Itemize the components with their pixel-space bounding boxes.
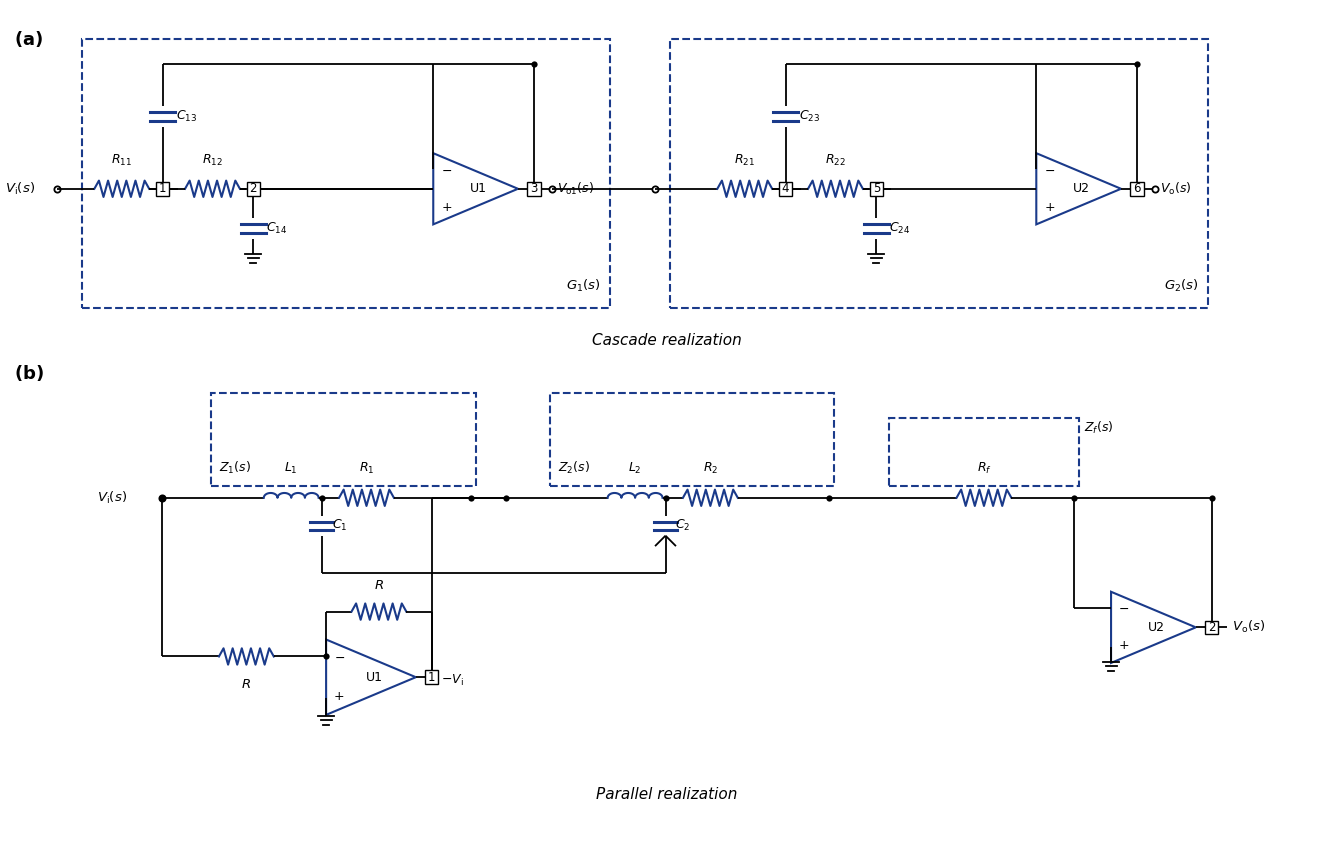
Text: $V_{\rm o}(s)$: $V_{\rm o}(s)$ <box>1232 619 1265 636</box>
Text: 2: 2 <box>1208 621 1216 634</box>
Text: $-$: $-$ <box>441 164 452 177</box>
Text: U2: U2 <box>1148 621 1165 634</box>
Text: $-$: $-$ <box>333 651 345 664</box>
Text: $V_{\rm i}(s)$: $V_{\rm i}(s)$ <box>5 181 35 196</box>
Text: $-$: $-$ <box>1118 602 1129 615</box>
Text: $R_{12}$: $R_{12}$ <box>203 153 223 168</box>
Text: $V_{\rm o1}(s)$: $V_{\rm o1}(s)$ <box>557 181 595 196</box>
FancyBboxPatch shape <box>425 670 439 684</box>
Text: U1: U1 <box>471 182 487 196</box>
Text: 5: 5 <box>873 182 880 196</box>
Text: $V_{\rm o}(s)$: $V_{\rm o}(s)$ <box>1160 181 1192 196</box>
Text: $+$: $+$ <box>1118 639 1129 652</box>
FancyBboxPatch shape <box>1130 182 1144 196</box>
Text: $C_{23}$: $C_{23}$ <box>798 109 820 124</box>
Text: $C_{24}$: $C_{24}$ <box>889 221 910 236</box>
Text: $+$: $+$ <box>441 201 452 214</box>
Text: Cascade realization: Cascade realization <box>592 333 742 348</box>
Text: 1: 1 <box>159 182 167 196</box>
Text: $R_{21}$: $R_{21}$ <box>734 153 756 168</box>
Text: $L_1$: $L_1$ <box>284 461 299 476</box>
Text: $G_2(s)$: $G_2(s)$ <box>1164 278 1198 294</box>
Text: $C_{14}$: $C_{14}$ <box>267 221 288 236</box>
Text: Parallel realization: Parallel realization <box>596 787 737 801</box>
Text: $R_f$: $R_f$ <box>977 461 992 476</box>
FancyBboxPatch shape <box>247 182 260 196</box>
Text: $L_2$: $L_2$ <box>628 461 643 476</box>
Text: $R_{11}$: $R_{11}$ <box>111 153 132 168</box>
Text: $Z_1(s)$: $Z_1(s)$ <box>220 460 252 476</box>
FancyBboxPatch shape <box>156 182 169 196</box>
Text: $C_2$: $C_2$ <box>676 518 690 533</box>
Text: $+$: $+$ <box>333 691 345 704</box>
FancyBboxPatch shape <box>778 182 792 196</box>
Text: 6: 6 <box>1133 182 1141 196</box>
Text: $G_1(s)$: $G_1(s)$ <box>565 278 600 294</box>
FancyBboxPatch shape <box>1205 620 1218 634</box>
Text: $C_{13}$: $C_{13}$ <box>176 109 197 124</box>
Text: $\bf(a)$: $\bf(a)$ <box>15 29 43 49</box>
FancyBboxPatch shape <box>528 182 541 196</box>
Text: $R$: $R$ <box>375 578 384 592</box>
Text: $R_{22}$: $R_{22}$ <box>825 153 846 168</box>
Text: U2: U2 <box>1073 182 1090 196</box>
Text: $R_2$: $R_2$ <box>702 461 718 476</box>
Text: $\bf(b)$: $\bf(b)$ <box>15 363 44 384</box>
Text: $R_1$: $R_1$ <box>359 461 375 476</box>
Text: $-$: $-$ <box>1044 164 1054 177</box>
Text: 3: 3 <box>531 182 537 196</box>
Text: $Z_f(s)$: $Z_f(s)$ <box>1084 420 1113 436</box>
Text: $+$: $+$ <box>1044 201 1054 214</box>
Text: $-V_{\rm i}$: $-V_{\rm i}$ <box>441 673 464 688</box>
Text: U1: U1 <box>365 671 383 684</box>
Text: 2: 2 <box>249 182 257 196</box>
Text: $V_{\rm i}(s)$: $V_{\rm i}(s)$ <box>97 490 127 506</box>
FancyBboxPatch shape <box>869 182 882 196</box>
Text: $R$: $R$ <box>241 679 252 692</box>
Text: 4: 4 <box>782 182 789 196</box>
Text: $C_1$: $C_1$ <box>332 518 347 533</box>
Text: 1: 1 <box>428 671 436 684</box>
Text: $Z_2(s)$: $Z_2(s)$ <box>559 460 591 476</box>
